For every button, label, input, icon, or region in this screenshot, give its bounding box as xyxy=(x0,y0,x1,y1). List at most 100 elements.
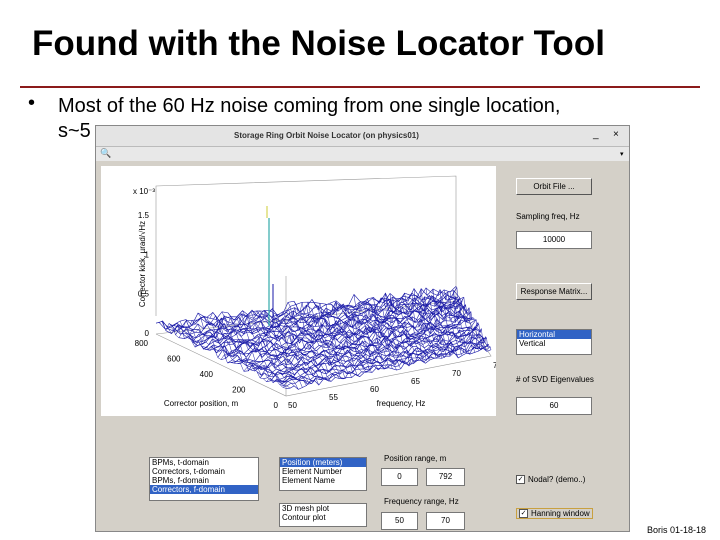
mesh-line xyxy=(173,323,299,390)
sampling-input[interactable]: 10000 xyxy=(516,231,592,249)
mesh-line xyxy=(377,297,438,359)
toolbar-arrow[interactable]: ▾ xyxy=(620,151,624,158)
list-item[interactable]: Correctors, f-domain xyxy=(150,485,258,494)
mesh-line xyxy=(431,288,475,353)
list-item[interactable]: BPMs, t-domain xyxy=(152,458,209,467)
mesh-line xyxy=(155,320,287,389)
list-item[interactable]: 3D mesh plot xyxy=(282,504,330,513)
response-matrix-button[interactable]: Response Matrix... xyxy=(516,283,592,300)
nodal-checkbox[interactable]: ✓ Nodal? (demo..) xyxy=(516,475,586,485)
mesh-line xyxy=(239,310,344,380)
plot-type-list[interactable]: 3D mesh plot Contour plot xyxy=(279,503,367,527)
svd-input[interactable]: 60 xyxy=(516,397,592,415)
zoom-icon[interactable]: 🔍 xyxy=(100,148,112,158)
position-tick-label: 200 xyxy=(232,386,246,395)
position-min-input[interactable]: 0 xyxy=(381,468,418,486)
title-rule xyxy=(20,86,700,88)
minimize-button[interactable]: _ xyxy=(593,129,599,140)
window-title: Storage Ring Orbit Noise Locator (on phy… xyxy=(234,131,419,140)
bullet-dot: • xyxy=(28,92,36,114)
list-item[interactable]: Vertical xyxy=(519,339,546,348)
list-item[interactable]: Position (meters) xyxy=(280,458,366,467)
bullet-text-cont: s~5 xyxy=(58,120,91,142)
footer: Boris 01-18-18 xyxy=(647,525,707,535)
checkbox-box[interactable]: ✓ xyxy=(516,475,525,485)
position-tick-label: 800 xyxy=(135,339,149,348)
mesh-line xyxy=(425,287,471,355)
mesh-line xyxy=(407,292,459,359)
mesh-line xyxy=(347,305,418,364)
checkbox-box[interactable]: ✓ xyxy=(519,509,528,519)
frequency-min-input[interactable]: 50 xyxy=(381,512,418,530)
close-button[interactable]: × xyxy=(613,129,619,140)
mesh-line xyxy=(389,293,447,358)
mesh-plot: x 10⁻³ Corrector kick, µrad/√Hz Correcto… xyxy=(101,166,496,416)
orbit-file-button[interactable]: Orbit File ... xyxy=(516,178,592,195)
app-window: Storage Ring Orbit Noise Locator (on phy… xyxy=(95,125,630,532)
mesh-line xyxy=(233,313,340,379)
axis-list[interactable]: Position (meters) Element Number Element… xyxy=(279,457,367,491)
frequency-max-input[interactable]: 70 xyxy=(426,512,465,530)
position-tick-label: 400 xyxy=(200,370,214,379)
list-item[interactable]: Element Number xyxy=(282,467,343,476)
frequency-tick-label: 60 xyxy=(370,385,379,394)
mesh-line xyxy=(185,319,307,386)
mesh-line xyxy=(215,315,328,379)
mesh-line xyxy=(413,288,463,356)
frequency-tick-label: 50 xyxy=(288,401,297,410)
list-item[interactable]: Horizontal xyxy=(517,330,591,339)
position-axis-label: Corrector position, m xyxy=(164,399,239,408)
position-tick-label: 600 xyxy=(167,355,181,364)
plot-background xyxy=(101,166,496,416)
frequency-tick-label: 65 xyxy=(411,377,420,386)
mesh-line xyxy=(383,293,443,359)
mesh-line xyxy=(437,289,479,352)
mesh-line xyxy=(191,318,311,385)
list-item[interactable]: Correctors, t-domain xyxy=(152,467,225,476)
mesh-line xyxy=(209,311,323,381)
data-list[interactable]: BPMs, t-domain Correctors, t-domain BPMs… xyxy=(149,457,259,501)
sampling-label: Sampling freq, Hz xyxy=(516,212,580,221)
frequency-tick-label: 55 xyxy=(329,393,338,402)
mesh-line xyxy=(293,301,381,371)
hanning-checkbox[interactable]: ✓ Hanning window xyxy=(516,508,593,520)
z-tick-label: 1.5 xyxy=(138,211,150,220)
mesh-line xyxy=(179,320,303,388)
mesh-line xyxy=(449,290,488,352)
frequency-tick-label: 75 xyxy=(493,361,496,370)
z-tick-label: 1 xyxy=(145,250,150,259)
z-exponent: x 10⁻³ xyxy=(133,187,155,196)
list-item[interactable]: BPMs, f-domain xyxy=(152,476,209,485)
mesh-line xyxy=(269,308,364,373)
mesh-line xyxy=(257,310,356,375)
mesh-line xyxy=(341,305,414,366)
list-item[interactable]: Element Name xyxy=(282,476,335,485)
list-item[interactable]: Contour plot xyxy=(282,513,326,522)
mesh-line xyxy=(443,289,484,351)
mesh-line xyxy=(287,302,377,371)
mesh-line xyxy=(419,288,467,354)
mesh-line xyxy=(263,310,360,377)
mesh-line xyxy=(167,324,295,387)
mesh-line xyxy=(365,298,430,361)
mesh-line xyxy=(197,312,315,384)
frequency-range-label: Frequency range, Hz xyxy=(384,497,459,506)
position-range-label: Position range, m xyxy=(384,454,447,463)
checkbox-label: Nodal? (demo..) xyxy=(528,475,586,484)
mesh-line xyxy=(395,297,451,357)
frequency-tick-label: 70 xyxy=(452,369,461,378)
z-tick-label: 0.5 xyxy=(138,290,150,299)
mesh-line xyxy=(161,321,291,389)
mesh-line xyxy=(335,300,410,367)
plane-list[interactable]: Horizontal Vertical xyxy=(516,329,592,355)
mesh-line xyxy=(455,286,492,350)
mesh-line xyxy=(305,301,389,370)
mesh-line xyxy=(281,309,373,373)
svd-label: # of SVD Eigenvalues xyxy=(516,375,594,384)
frequency-axis-label: frequency, Hz xyxy=(377,399,426,408)
checkbox-label: Hanning window xyxy=(531,509,590,518)
position-max-input[interactable]: 792 xyxy=(426,468,465,486)
mesh-line xyxy=(221,311,332,382)
mesh-line xyxy=(353,294,422,361)
